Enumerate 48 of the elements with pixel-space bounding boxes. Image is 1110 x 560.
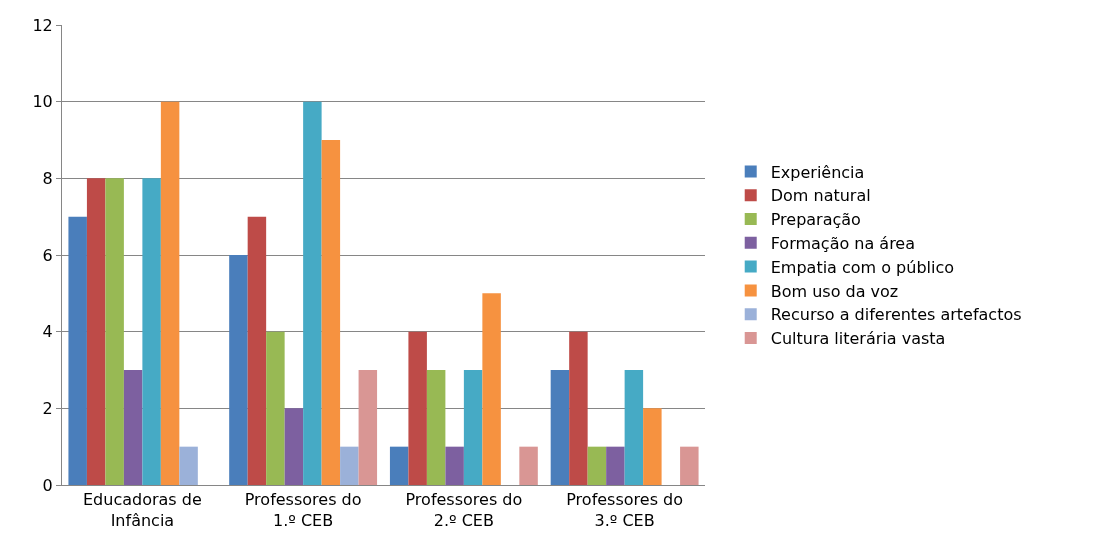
bar — [463, 370, 483, 485]
bar — [587, 446, 607, 485]
bar — [624, 370, 644, 485]
bar — [229, 255, 248, 485]
bar — [519, 446, 538, 485]
bar — [389, 446, 409, 485]
bar — [86, 178, 106, 485]
legend-label: Empatia com o público — [770, 257, 955, 277]
legend-label: Preparação — [770, 210, 861, 230]
bar — [408, 331, 427, 485]
bar — [569, 331, 588, 485]
y-tick-label: 0 — [42, 475, 53, 495]
bar — [550, 370, 570, 485]
legend-label: Recurso a diferentes artefactos — [770, 305, 1022, 325]
bar — [68, 216, 87, 485]
x-tick-label: Professores do 3.º CEB — [566, 490, 684, 530]
bar — [123, 370, 143, 485]
y-tick-label: 2 — [42, 398, 53, 418]
bar — [179, 446, 198, 485]
bar — [142, 178, 161, 485]
legend-label: Bom uso da voz — [770, 281, 899, 301]
legend-label: Experiência — [770, 162, 865, 182]
bar — [358, 370, 378, 485]
bar — [303, 101, 322, 485]
bar — [680, 446, 699, 485]
legend-label: Formação na área — [770, 234, 916, 254]
bar — [266, 331, 285, 485]
bar — [321, 140, 341, 485]
legend-label: Cultura literária vasta — [770, 329, 946, 349]
bar — [340, 446, 359, 485]
bar — [247, 216, 267, 485]
bar — [643, 408, 662, 485]
legend-label: Dom natural — [770, 186, 871, 206]
bar — [284, 408, 304, 485]
y-tick-label: 6 — [42, 245, 53, 265]
bar — [105, 178, 124, 485]
y-tick-label: 8 — [42, 168, 53, 188]
x-tick-label: Professores do 2.º CEB — [405, 490, 523, 530]
x-tick-label: Professores do 1.º CEB — [244, 490, 362, 530]
y-tick-label: 4 — [42, 322, 53, 342]
y-tick-label: 10 — [32, 92, 53, 112]
bar — [445, 446, 464, 485]
x-tick-label: Educadoras de Infância — [83, 490, 202, 530]
bar — [482, 293, 501, 485]
bar — [426, 370, 446, 485]
bar — [160, 101, 180, 485]
bar — [606, 446, 625, 485]
y-tick-label: 12 — [32, 15, 53, 35]
